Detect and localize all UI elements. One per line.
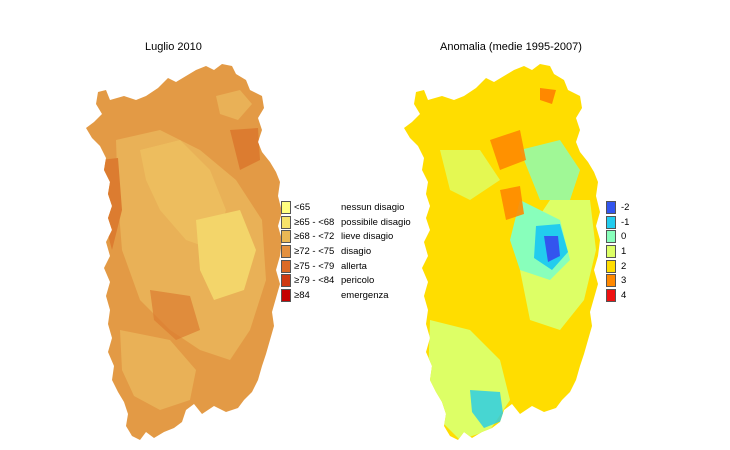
legend-anomalia: -2 -1 0 1 2 3 4	[606, 200, 629, 303]
legend-value: 0	[621, 231, 627, 243]
legend-desc: emergenza	[341, 289, 389, 301]
legend-swatch	[281, 259, 291, 273]
legend-desc: allerta	[341, 260, 367, 272]
legend-value: 1	[621, 245, 627, 257]
legend-swatch	[281, 200, 291, 214]
legend-value: 3	[621, 275, 627, 287]
map-title-anomalia: Anomalia (medie 1995-2007)	[440, 41, 582, 53]
legend-range: ≥65 - <68	[294, 216, 335, 228]
map-anomalia	[404, 64, 600, 440]
legend-item: 3	[606, 273, 629, 288]
legend-item: -1	[606, 215, 629, 230]
legend-range: <65	[294, 201, 311, 213]
legend-item: 0	[606, 229, 629, 244]
legend-range: ≥68 - <72	[294, 231, 335, 243]
legend-swatch	[281, 288, 291, 302]
legend-value: 4	[621, 289, 627, 301]
legend-swatch	[281, 244, 291, 258]
legend-value: -1	[621, 216, 630, 228]
map-luglio-2010	[86, 64, 282, 440]
legend-item: ≥68 - <72 lieve disagio	[281, 229, 411, 244]
legend-swatch	[606, 288, 616, 302]
legend-value: 2	[621, 260, 627, 272]
legend-swatch	[606, 274, 616, 288]
legend-desc: disagio	[341, 245, 372, 257]
legend-item: -2	[606, 200, 629, 215]
legend-luglio: <65 nessun disagio ≥65 - <68 possibile d…	[281, 200, 411, 303]
legend-item: 1	[606, 244, 629, 259]
legend-desc: possibile disagio	[341, 216, 411, 228]
legend-swatch	[606, 200, 616, 214]
legend-range: ≥84	[294, 289, 310, 301]
legend-swatch	[606, 230, 616, 244]
legend-desc: pericolo	[341, 275, 375, 287]
legend-swatch	[606, 259, 616, 273]
legend-swatch	[606, 215, 616, 229]
legend-desc: nessun disagio	[341, 201, 405, 213]
legend-item: ≥72 - <75 disagio	[281, 244, 411, 259]
legend-item: <65 nessun disagio	[281, 200, 411, 215]
legend-value: -2	[621, 201, 630, 213]
legend-item: ≥79 - <84 pericolo	[281, 273, 411, 288]
legend-item: 2	[606, 259, 629, 274]
map-title-luglio: Luglio 2010	[145, 41, 202, 53]
legend-swatch	[606, 244, 616, 258]
legend-range: ≥79 - <84	[294, 275, 335, 287]
legend-item: ≥75 - <79 allerta	[281, 259, 411, 274]
legend-item: 4	[606, 288, 629, 303]
legend-range: ≥75 - <79	[294, 260, 335, 272]
legend-swatch	[281, 215, 291, 229]
legend-desc: lieve disagio	[341, 231, 394, 243]
legend-item: ≥84 emergenza	[281, 288, 411, 303]
legend-swatch	[281, 230, 291, 244]
legend-item: ≥65 - <68 possibile disagio	[281, 215, 411, 230]
legend-range: ≥72 - <75	[294, 245, 335, 257]
legend-swatch	[281, 274, 291, 288]
